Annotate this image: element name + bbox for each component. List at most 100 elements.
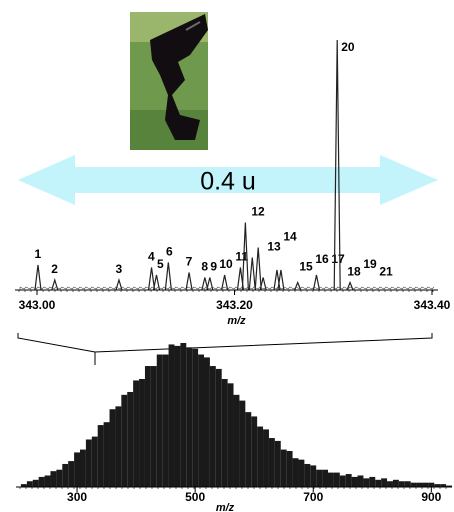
peak-label: 20 bbox=[341, 40, 355, 54]
spectrum-bar bbox=[239, 401, 245, 487]
peak-label: 7 bbox=[186, 255, 193, 269]
spectrum-bar bbox=[293, 458, 299, 487]
x-axis-title: m/z bbox=[227, 315, 246, 327]
spectrum-bar bbox=[322, 470, 328, 487]
spectrum-bar bbox=[222, 379, 228, 487]
spectrum-bar bbox=[257, 427, 263, 487]
zoom-lines bbox=[18, 333, 432, 365]
peak bbox=[153, 275, 159, 290]
spectrum-bar bbox=[381, 478, 387, 487]
peak-label: 8 bbox=[201, 260, 208, 274]
spectrum-bar bbox=[399, 481, 405, 487]
spectrum-bar bbox=[139, 379, 145, 487]
spectrum-bar bbox=[92, 437, 98, 487]
spectrum-bar bbox=[110, 409, 116, 487]
spectrum-bar bbox=[186, 347, 192, 487]
spectrum-bar bbox=[269, 438, 275, 487]
spectrum-bar bbox=[393, 480, 399, 487]
spectrum-bar bbox=[281, 450, 287, 487]
spectrum-bar bbox=[328, 473, 334, 487]
x-tick-label: 700 bbox=[303, 490, 323, 504]
spectrum-bar bbox=[234, 395, 240, 487]
spectrum-bar bbox=[405, 481, 411, 487]
peak bbox=[35, 265, 41, 290]
spectrum-bar bbox=[298, 460, 304, 487]
peak-label: 13 bbox=[267, 240, 281, 254]
spectrum-bar bbox=[245, 412, 251, 487]
spectrum-bar bbox=[375, 480, 381, 487]
peak-label: 3 bbox=[115, 262, 122, 276]
peak-label: 9 bbox=[210, 260, 217, 274]
peak-label: 12 bbox=[251, 205, 265, 219]
peak-label: 17 bbox=[331, 252, 345, 266]
spectrum-bar bbox=[352, 477, 358, 487]
spectrum-bar bbox=[369, 477, 375, 487]
peak bbox=[255, 248, 261, 291]
spectrum-bar bbox=[80, 450, 86, 487]
spectrum-bar bbox=[145, 366, 151, 487]
peak bbox=[222, 275, 228, 290]
spectrum-bar bbox=[287, 451, 293, 487]
x-tick-label: 343.40 bbox=[414, 298, 451, 312]
spectrum-bar bbox=[169, 344, 175, 487]
spectrum-bar bbox=[411, 483, 417, 487]
x-tick-label: 343.00 bbox=[19, 298, 56, 312]
peak-label: 6 bbox=[166, 245, 173, 259]
spectrum-bar bbox=[422, 483, 428, 487]
spectrum-bar bbox=[346, 474, 352, 487]
spectrum-bar bbox=[104, 422, 110, 487]
peak-label: 5 bbox=[157, 257, 164, 271]
oil-photo bbox=[130, 12, 208, 150]
spectrum-bar bbox=[304, 464, 310, 487]
spectrum-bar bbox=[151, 366, 157, 487]
peak-label: 15 bbox=[299, 260, 313, 274]
spectrum-bar bbox=[98, 425, 104, 487]
spectrum-bar bbox=[334, 473, 340, 487]
spectrum-bar bbox=[133, 380, 139, 487]
spectrum-bar bbox=[163, 355, 169, 487]
spectrum-bar bbox=[204, 357, 210, 487]
spectrum-bar bbox=[417, 483, 423, 487]
peak bbox=[165, 263, 171, 291]
spectrum-bar bbox=[115, 406, 121, 487]
spectrum-bar bbox=[27, 481, 33, 487]
x-tick-label: 300 bbox=[67, 490, 87, 504]
peak-label: 1 bbox=[34, 247, 41, 261]
x-tick-label: 500 bbox=[185, 490, 205, 504]
x-tick-label: 343.20 bbox=[216, 298, 253, 312]
peak-label: 16 bbox=[315, 252, 329, 266]
spectrum-bar bbox=[228, 383, 234, 487]
spectrum-bar bbox=[263, 429, 269, 487]
peak-label: 2 bbox=[51, 262, 58, 276]
spectrum-bar bbox=[121, 395, 127, 487]
spectrum-bar bbox=[340, 475, 346, 487]
spectrum-bar bbox=[33, 480, 39, 487]
spectrum-bar bbox=[363, 478, 369, 487]
spectrum-bar bbox=[310, 465, 316, 487]
spectrum-bar bbox=[56, 470, 62, 487]
peak bbox=[278, 270, 284, 290]
spectrum-bar bbox=[50, 471, 56, 487]
peak-label: 14 bbox=[283, 230, 297, 244]
peak-label: 21 bbox=[379, 265, 393, 279]
figure: 0.4 u 1234567891011121314151617181920213… bbox=[0, 0, 454, 512]
annotation: 0.4 u bbox=[200, 168, 256, 196]
spectrum-bar bbox=[192, 349, 198, 487]
spectrum-bar bbox=[127, 392, 133, 487]
spectrum-bar bbox=[251, 416, 257, 487]
peak bbox=[313, 275, 319, 290]
spectrum-bar bbox=[157, 355, 163, 487]
spectrum-bar bbox=[45, 475, 51, 487]
spectrum-bar bbox=[180, 343, 186, 487]
spectrum-bar bbox=[86, 439, 92, 487]
peak-label: 4 bbox=[148, 250, 155, 264]
spectrum-bar bbox=[428, 483, 434, 487]
peak-label: 18 bbox=[347, 265, 361, 279]
peak bbox=[249, 258, 255, 291]
spectrum-bar bbox=[210, 366, 216, 487]
peak-label: 10 bbox=[219, 257, 233, 271]
spectrum-bar bbox=[198, 355, 204, 487]
spectrum-bar bbox=[68, 461, 74, 487]
spectrum-bar bbox=[39, 477, 45, 487]
x-axis-title: m/z bbox=[216, 502, 235, 512]
